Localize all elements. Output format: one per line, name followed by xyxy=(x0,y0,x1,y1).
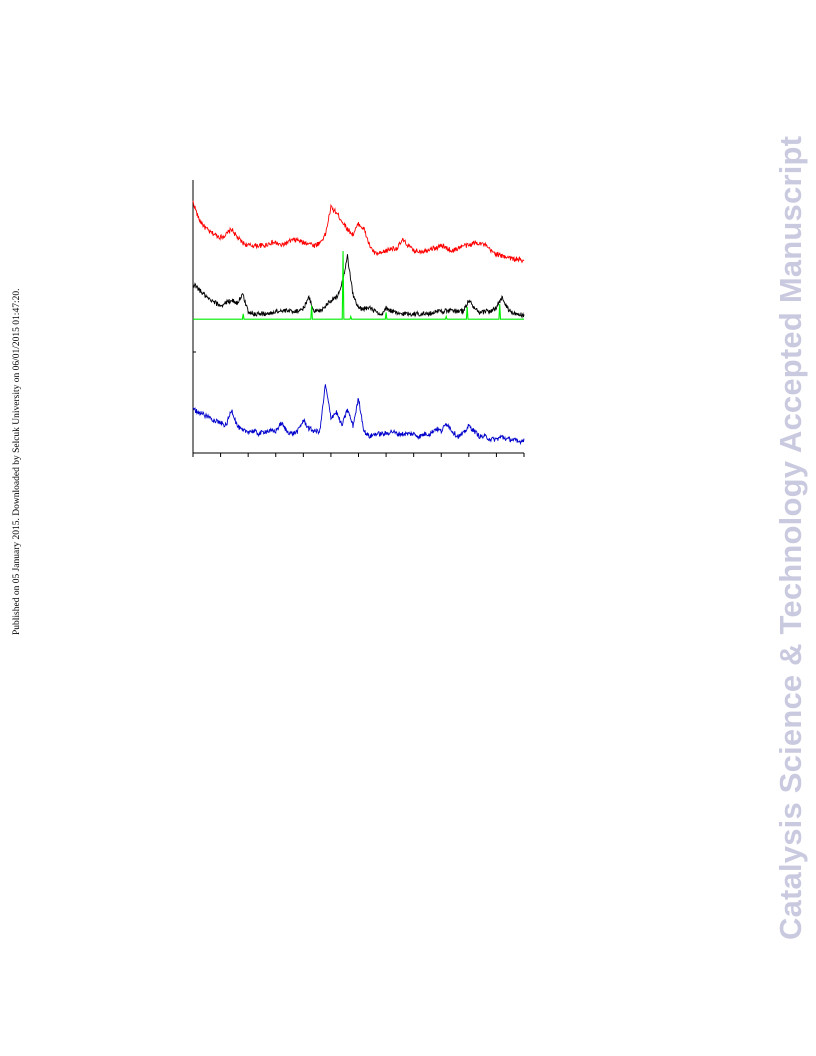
series-3-line xyxy=(193,250,524,320)
chart-axes xyxy=(192,180,525,457)
series-1-line xyxy=(192,200,525,264)
series-4-line xyxy=(192,384,525,446)
chart-series xyxy=(192,200,525,446)
series-2-line xyxy=(192,254,525,319)
